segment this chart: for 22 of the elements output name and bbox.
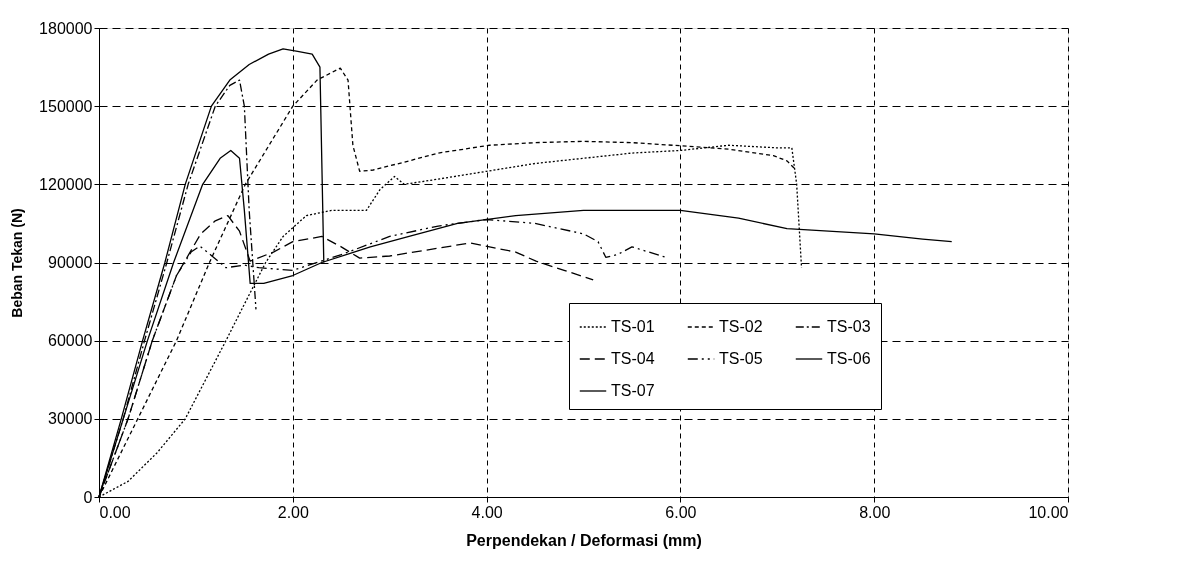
legend-label: TS-01 bbox=[611, 318, 655, 335]
x-tick-label: 2.00 bbox=[277, 503, 309, 521]
x-tick-label: 8.00 bbox=[859, 503, 891, 521]
legend-label: TS-03 bbox=[827, 318, 871, 335]
y-tick-label: 180000 bbox=[39, 19, 93, 37]
x-tick-label: 4.00 bbox=[471, 503, 503, 521]
y-tick-label: 60000 bbox=[48, 332, 93, 350]
y-tick-label: 120000 bbox=[39, 175, 93, 193]
y-tick-label: 0 bbox=[83, 488, 93, 506]
x-tick-label: 10.00 bbox=[1028, 503, 1069, 521]
y-tick-label: 90000 bbox=[48, 254, 93, 271]
legend-label: TS-02 bbox=[719, 318, 763, 335]
legend-label: TS-06 bbox=[827, 350, 871, 367]
x-tick-label: 0.00 bbox=[99, 503, 131, 521]
legend-label: TS-05 bbox=[719, 350, 763, 367]
x-axis-title: Perpendekan / Deformasi (mm) bbox=[466, 531, 702, 549]
y-axis-title: Beban Tekan (N) bbox=[9, 208, 26, 318]
y-tick-label: 150000 bbox=[39, 97, 93, 115]
x-tick-label: 6.00 bbox=[665, 503, 697, 521]
legend-label: TS-07 bbox=[611, 382, 655, 399]
y-tick-label: 30000 bbox=[48, 410, 93, 428]
legend-label: TS-04 bbox=[611, 350, 655, 367]
